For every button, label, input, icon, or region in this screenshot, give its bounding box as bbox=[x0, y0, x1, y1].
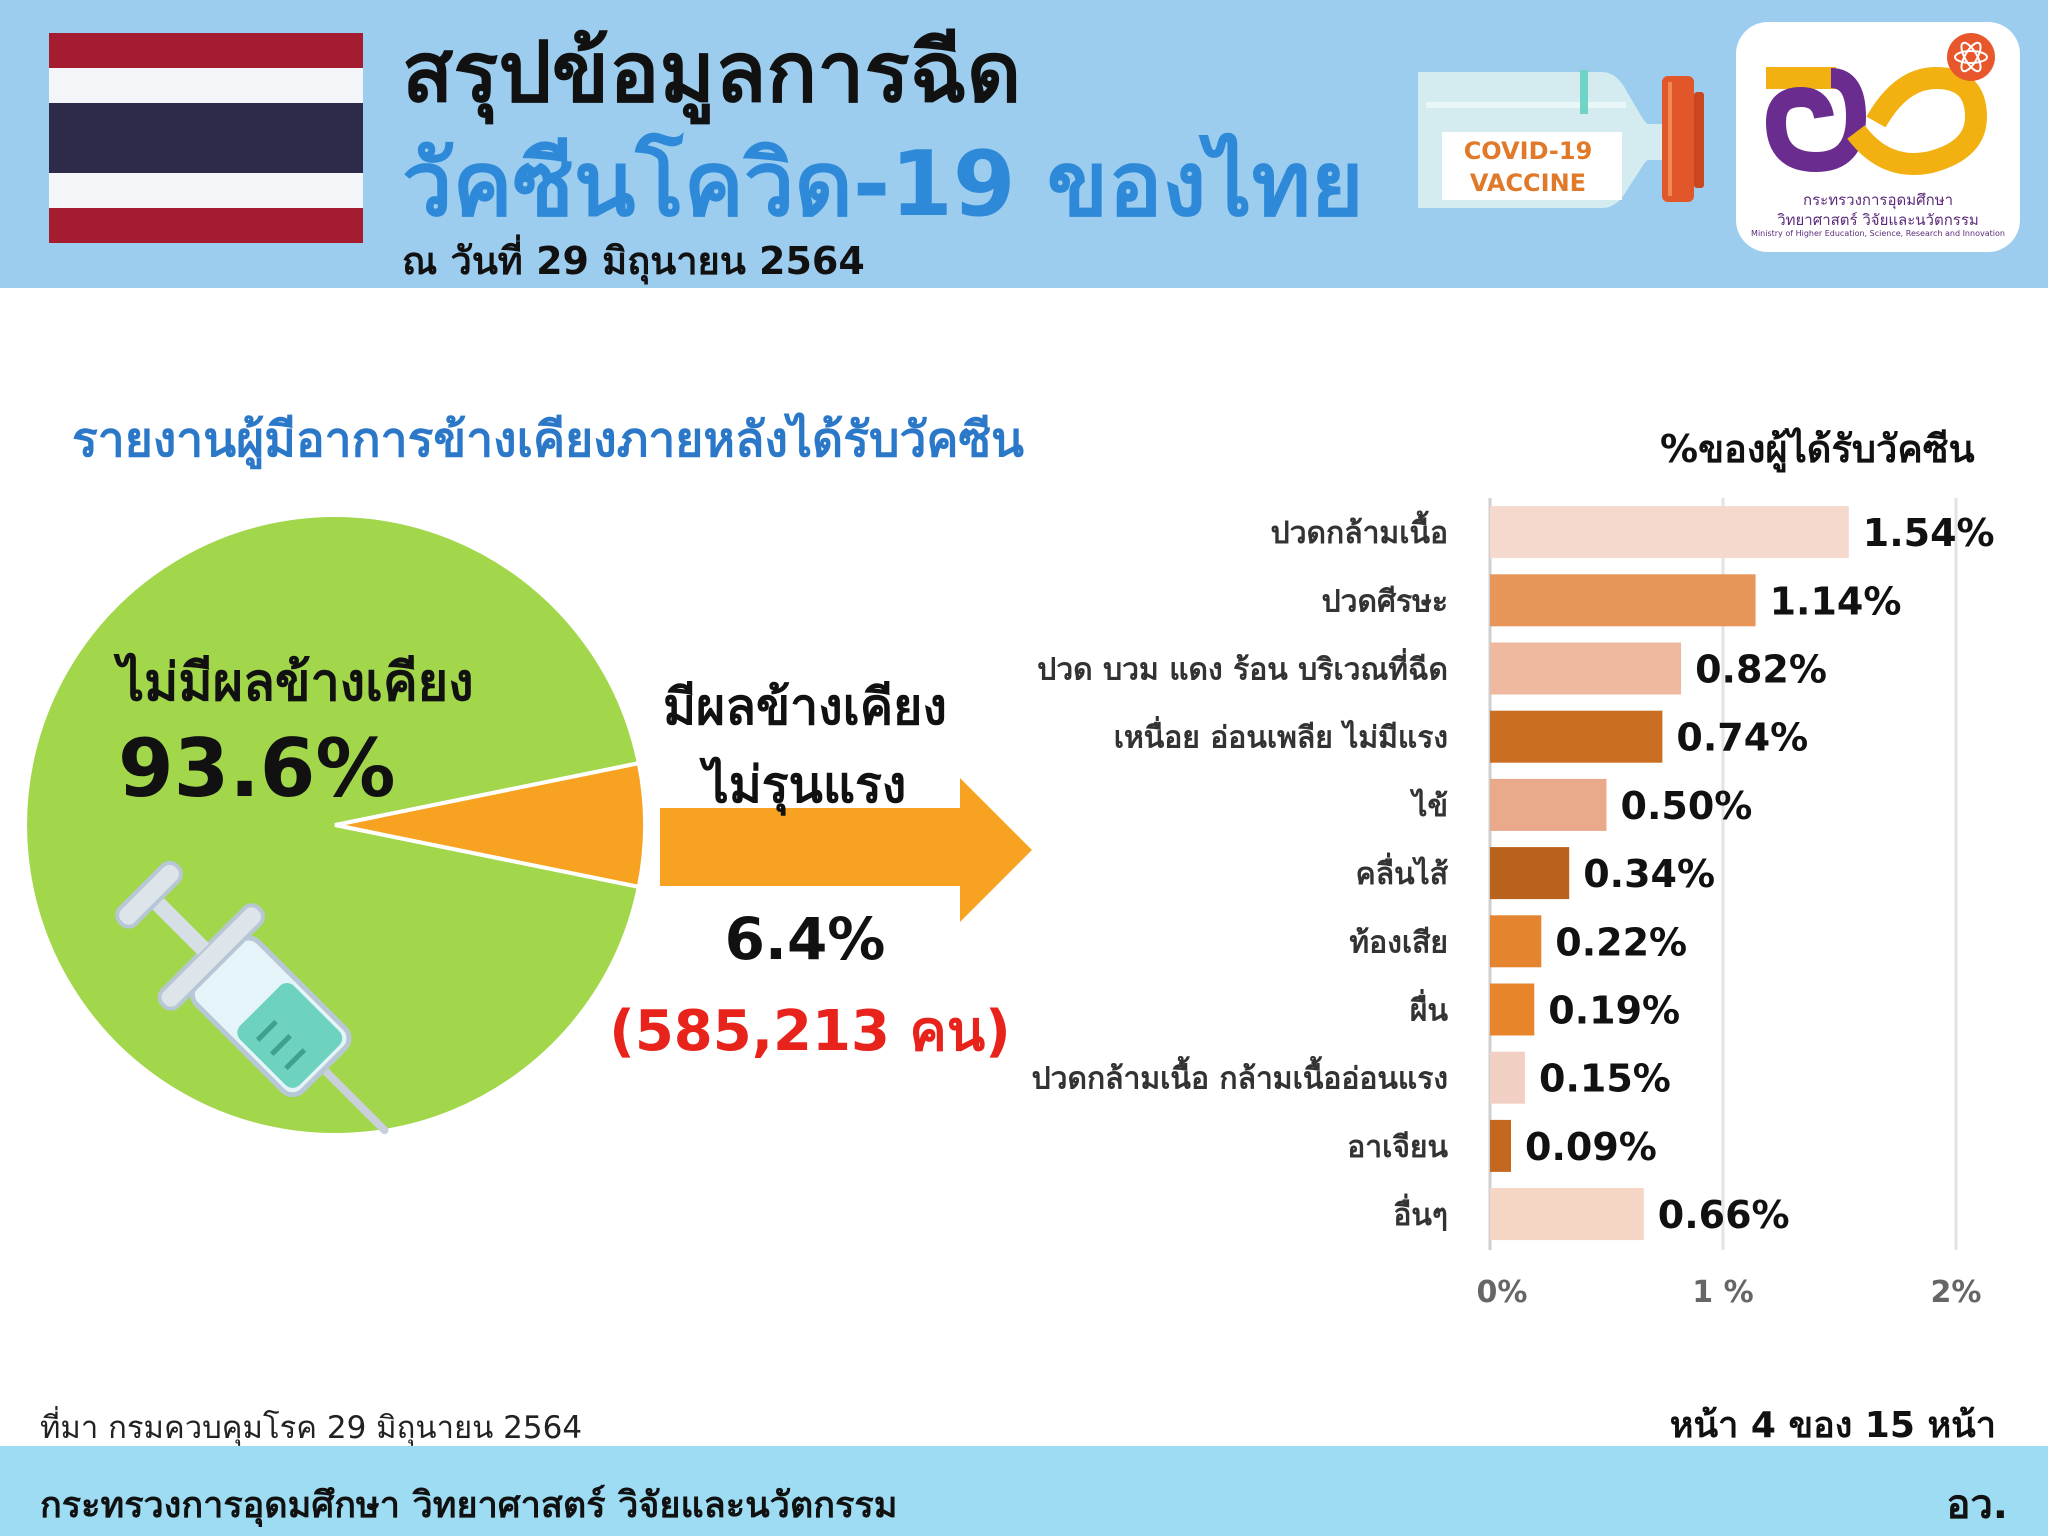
arrow-icon bbox=[660, 778, 1032, 922]
bar bbox=[1490, 1119, 1511, 1172]
syringe-icon bbox=[115, 860, 389, 1135]
bar bbox=[1490, 506, 1849, 559]
bar-value-label: 0.34% bbox=[1583, 852, 1715, 896]
bar-value-label: 0.19% bbox=[1548, 989, 1680, 1033]
side-effect-label-line1: มีผลข้างเคียง bbox=[663, 678, 947, 736]
page-title-line2: วัคซีนโควิด-19 ของไทย bbox=[402, 132, 1364, 237]
logo-text-th-line1: กระทรวงการอุดมศึกษา bbox=[1803, 191, 1953, 209]
vaccine-label-line2: VACCINE bbox=[1469, 169, 1587, 197]
bar-value-label: 0.74% bbox=[1676, 716, 1808, 760]
side-effect-count: (585,213 คน) bbox=[609, 999, 1011, 1064]
bar bbox=[1490, 642, 1682, 695]
bar-value-label: 0.82% bbox=[1695, 648, 1827, 692]
logo-text-th-line2: วิทยาศาสตร์ วิจัยและนวัตกรรม bbox=[1777, 211, 1979, 229]
source-note: ที่มา กรมควบคุมโรค 29 มิถุนายน 2564 bbox=[40, 1410, 583, 1446]
bar-value-label: 0.22% bbox=[1555, 920, 1687, 964]
bar-value-label: 0.09% bbox=[1525, 1125, 1657, 1169]
bar-category-label: อาเจียน bbox=[1347, 1130, 1448, 1165]
bar-value-label: 1.14% bbox=[1770, 579, 1902, 623]
page-indicator: หน้า 4 ของ 15 หน้า bbox=[1669, 1405, 1996, 1446]
no-side-effect-label: ไม่มีผลข้างเคียง bbox=[118, 653, 474, 713]
bar-category-label: ท้องเสีย bbox=[1349, 925, 1448, 960]
bar-category-label: ปวดศีรษะ bbox=[1322, 584, 1448, 619]
pie-slice-side-effect bbox=[334, 760, 647, 890]
bar bbox=[1490, 847, 1570, 900]
bar bbox=[1490, 915, 1542, 968]
side-effect-value: 6.4% bbox=[724, 905, 886, 973]
footer-bar bbox=[0, 1446, 2048, 1536]
bar bbox=[1490, 778, 1607, 831]
bar-category-label: ปวดกล้ามเนื้อ bbox=[1271, 510, 1448, 551]
x-tick-label: 2% bbox=[1931, 1275, 1982, 1310]
x-tick-label: 0% bbox=[1477, 1275, 1528, 1310]
bar-category-label: ผื่น bbox=[1410, 989, 1449, 1029]
bar-chart: 0% 1 % 2% ปวดกล้ามเนื้อ 1.54% ปวดศีรษะ 1.14% ปว… bbox=[1032, 498, 1995, 1310]
thailand-flag bbox=[49, 33, 363, 243]
bar bbox=[1490, 983, 1535, 1036]
bar-value-label: 0.50% bbox=[1621, 784, 1753, 828]
page-title-line1: สรุปข้อมูลการฉีด bbox=[402, 23, 1022, 121]
bar-value-label: 1.54% bbox=[1863, 511, 1995, 555]
bar bbox=[1490, 1188, 1644, 1241]
ministry-abbreviation: อว. bbox=[1946, 1482, 2008, 1528]
bar-category-label: อื่นๆ bbox=[1393, 1193, 1448, 1233]
bar bbox=[1490, 710, 1663, 763]
bar-value-label: 0.15% bbox=[1539, 1057, 1671, 1101]
report-date: ณ วันที่ 29 มิถุนายน 2564 bbox=[402, 239, 865, 283]
bar-chart-title: %ของผู้ได้รับวัคซีน bbox=[1660, 427, 1975, 471]
x-tick-label: 1 % bbox=[1692, 1275, 1753, 1310]
vaccine-label-line1: COVID-19 bbox=[1463, 137, 1593, 165]
bar-category-label: ไข้ bbox=[1409, 788, 1448, 824]
bar bbox=[1490, 1051, 1525, 1104]
bar-value-label: 0.66% bbox=[1658, 1193, 1790, 1237]
bar bbox=[1490, 574, 1756, 627]
bar-category-label: ปวดกล้ามเนื้อ กล้ามเนื้ออ่อนแรง bbox=[1032, 1056, 1448, 1097]
mhesi-logo-icon bbox=[1765, 33, 1995, 175]
vaccine-vial-icon bbox=[1418, 70, 1704, 208]
ministry-name: กระทรวงการอุดมศึกษา วิทยาศาสตร์ วิจัยและ… bbox=[40, 1485, 898, 1526]
bar-category-label: เหนื่อย อ่อนเพลีย ไม่มีแรง bbox=[1114, 716, 1448, 756]
side-effect-label-line2: ไม่รุนแรง bbox=[703, 756, 907, 814]
no-side-effect-value: 93.6% bbox=[118, 722, 396, 815]
bar-category-label: คลื่นไส้ bbox=[1356, 852, 1449, 892]
bar-category-label: ปวด บวม แดง ร้อน บริเวณที่ฉีด bbox=[1037, 648, 1448, 688]
section-title: รายงานผู้มีอาการข้างเคียงภายหลังได้รับวั… bbox=[72, 412, 1024, 468]
logo-text-en: Ministry of Higher Education, Science, R… bbox=[1751, 229, 2005, 238]
